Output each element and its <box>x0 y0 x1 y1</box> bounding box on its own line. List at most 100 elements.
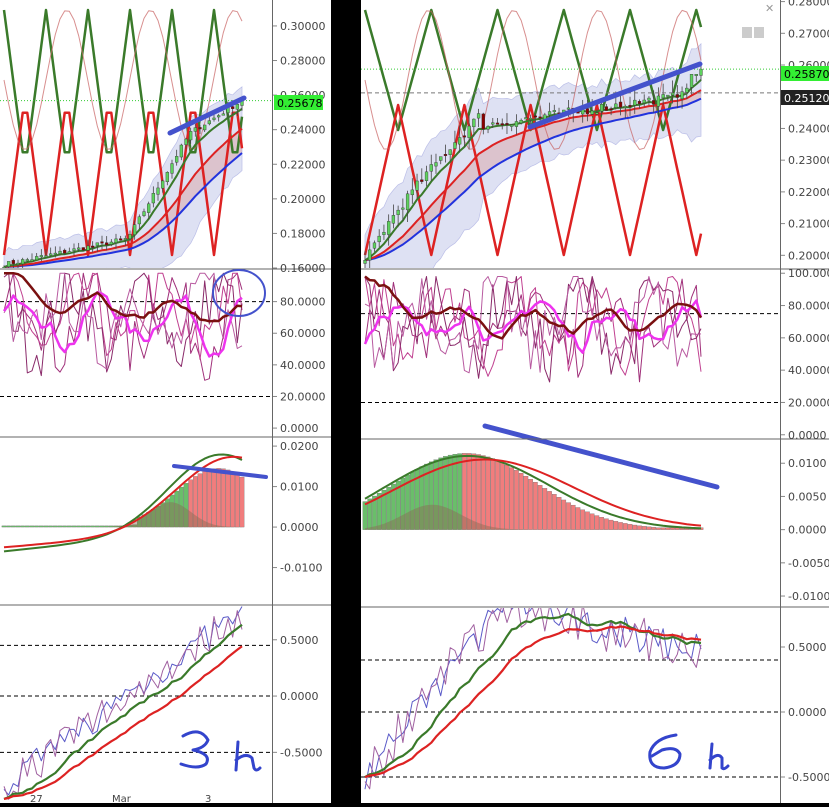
candle <box>524 117 528 120</box>
candle <box>212 117 216 120</box>
trendline-price <box>527 61 703 130</box>
histogram-bar <box>202 471 207 528</box>
candle <box>198 127 202 130</box>
right-price-tag-2-label: 0.25120 <box>784 92 829 105</box>
candle <box>604 106 608 111</box>
histogram-bar <box>632 524 638 530</box>
candle <box>519 119 523 124</box>
candle <box>67 251 71 254</box>
y-tick-label: 0.27000 <box>788 27 829 40</box>
histogram-bar <box>132 524 137 528</box>
candle <box>231 106 235 109</box>
candle <box>170 163 174 174</box>
close-icon[interactable]: ✕ <box>765 2 774 15</box>
y-tick-label: 0.0000 <box>788 429 827 442</box>
x-label-3: 3 <box>205 794 211 803</box>
oscillator-line <box>364 276 702 383</box>
histogram-bar <box>400 477 406 530</box>
histogram-bar <box>608 519 614 530</box>
y-tick-label: 80.0000 <box>788 300 829 313</box>
histogram-bar <box>239 476 245 528</box>
candle <box>410 189 414 196</box>
histogram-bar <box>71 525 77 528</box>
histogram-bar <box>95 525 100 528</box>
histogram-bar <box>651 527 656 530</box>
pane-button-1[interactable] <box>742 27 752 38</box>
candle <box>462 135 467 138</box>
candle <box>510 124 514 127</box>
candle <box>618 101 623 108</box>
histogram-bar <box>533 482 538 530</box>
momentum-purple-line <box>3 610 243 800</box>
magenta-signal-line <box>3 291 243 358</box>
histogram-bar <box>518 473 524 530</box>
candle <box>476 113 481 119</box>
window-buttons[interactable]: ✕ <box>742 2 774 38</box>
histogram-bar <box>216 468 221 528</box>
candle <box>458 137 462 145</box>
histogram-bar <box>428 461 434 530</box>
histogram-hump <box>365 504 701 530</box>
red-ma-line <box>364 89 702 262</box>
candle <box>609 108 613 111</box>
y-tick-label: 0.5000 <box>280 634 319 647</box>
y-tick-label: 40.0000 <box>788 364 829 377</box>
dark-red-signal-line <box>4 271 243 323</box>
histogram-bar <box>537 485 543 530</box>
histogram-bar <box>514 470 519 530</box>
dark-red-signal-line <box>364 275 703 340</box>
histogram-bar <box>504 464 510 530</box>
candle <box>30 259 34 262</box>
candle <box>109 241 113 245</box>
histogram-bar <box>551 494 557 530</box>
candle <box>175 156 179 163</box>
histogram-bar <box>381 490 387 530</box>
y-tick-label: -0.5000 <box>280 746 322 759</box>
green-ma-line <box>364 79 702 262</box>
histogram-bar <box>137 516 142 528</box>
handwritten-3h <box>179 730 262 772</box>
bollinger-band <box>364 42 702 268</box>
candle <box>100 241 104 244</box>
histogram-bar <box>570 504 576 530</box>
right-price-tag: 0.25870 <box>781 66 829 81</box>
pane-button-2[interactable] <box>754 27 764 38</box>
candle <box>453 142 457 149</box>
blue-ma-line <box>3 152 243 268</box>
candle <box>184 138 188 145</box>
y-tick-label: 100.0000 <box>788 267 829 280</box>
histogram-bar <box>372 495 377 530</box>
candle <box>533 115 537 118</box>
y-tick-label: 0.22000 <box>280 158 326 171</box>
thin-red-line <box>3 10 243 150</box>
histogram-bar <box>443 456 448 530</box>
trendline-histogram <box>482 423 720 490</box>
candle <box>217 115 221 118</box>
candle <box>203 124 207 131</box>
y-tick-label: 0.23000 <box>788 154 829 167</box>
histogram-bar <box>29 525 35 528</box>
y-tick-label: -0.0050 <box>788 557 829 570</box>
y-tick-label: 0.0000 <box>788 706 827 719</box>
left-x-axis-labels: 27 Mar 3 <box>30 794 211 805</box>
candle <box>161 180 165 189</box>
histogram-bar <box>438 457 444 530</box>
candle <box>142 211 146 216</box>
histogram-bar <box>6 525 11 528</box>
candle <box>137 216 141 225</box>
candle <box>387 221 391 235</box>
histogram-bar <box>76 525 81 528</box>
momentum-purple-line <box>364 608 702 790</box>
y-tick-label: 0.24000 <box>280 124 326 137</box>
histogram-bar <box>67 525 72 528</box>
candle <box>221 113 225 116</box>
histogram-bar <box>589 513 595 530</box>
l-histogram-panel <box>1 453 268 553</box>
handwritten-6h <box>648 733 730 771</box>
histogram-hump <box>4 502 242 528</box>
histogram-bar <box>556 497 562 530</box>
candle <box>675 94 679 98</box>
candle <box>128 234 132 240</box>
histogram-bar <box>481 455 486 530</box>
